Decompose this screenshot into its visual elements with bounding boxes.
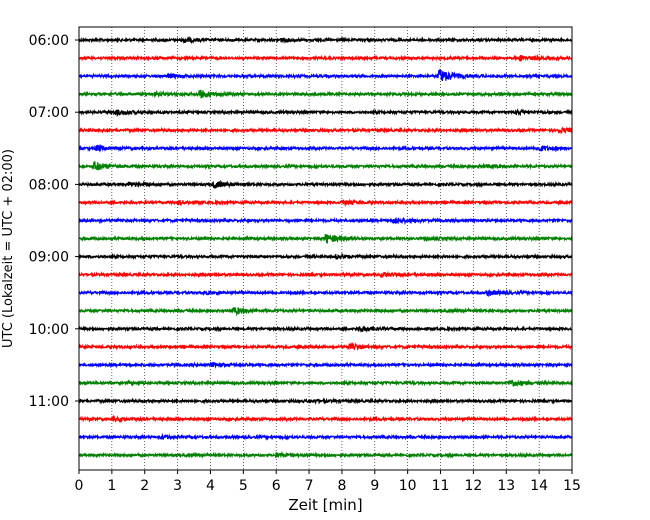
x-tick-label: 15 [563,478,581,494]
x-tick-label: 7 [305,478,314,494]
trace-1100 [78,397,573,405]
x-tick-label: 11 [432,478,450,494]
trace-0900 [78,252,573,261]
trace-1030 [78,361,573,369]
trace-0700 [78,108,573,117]
y-axis-label: UTC (Lokalzeit = UTC + 02:00) [1,149,16,348]
x-tick-label: 5 [239,478,248,494]
x-axis-label: Zeit [min] [288,496,362,514]
trace-1130 [78,432,573,441]
y-tick-label: 07:00 [29,105,69,121]
trace-1115 [78,414,573,424]
trace-1145 [78,450,573,460]
trace-0730 [78,144,573,153]
y-tick-label: 06:00 [29,33,69,49]
x-tick-label: 14 [530,478,548,494]
x-tick-label: 0 [75,478,84,494]
x-axis: 0 1 2 3 4 5 6 7 8 9 10 11 12 13 14 15 [75,470,581,494]
x-tick-label: 1 [107,478,116,494]
trace-0630 [78,68,573,82]
trace-1045 [78,378,573,387]
trace-1000 [78,325,573,333]
trace-0945 [78,306,573,317]
y-tick-label: 11:00 [29,394,69,410]
trace-0800 [78,179,573,189]
y-tick-label: 08:00 [29,177,69,193]
trace-0645 [78,89,573,99]
x-tick-label: 6 [272,478,281,494]
x-tick-label: 4 [206,478,215,494]
trace-0845 [78,234,573,244]
trace-0830 [78,216,573,226]
trace-0915 [78,270,573,279]
plot-frame [78,26,573,471]
x-tick-label: 9 [370,478,379,494]
trace-0745 [78,161,573,171]
trace-0715 [78,126,573,135]
trace-0815 [78,198,573,208]
x-tick-label: 2 [140,478,149,494]
x-tick-label: 12 [464,478,482,494]
x-tick-label: 8 [337,478,346,494]
x-tick-label: 3 [173,478,182,494]
y-axis: 06:00 07:00 08:00 09:00 10:00 11:00 [29,33,79,410]
x-tick-label: 10 [399,478,417,494]
trace-0930 [78,288,573,297]
trace-1015 [78,342,573,351]
x-grid [111,27,540,470]
trace-0615 [78,54,573,62]
y-tick-label: 09:00 [29,250,69,266]
trace-0600 [78,36,573,45]
x-tick-label: 13 [497,478,515,494]
y-tick-label: 10:00 [29,322,69,338]
traces [78,36,573,460]
